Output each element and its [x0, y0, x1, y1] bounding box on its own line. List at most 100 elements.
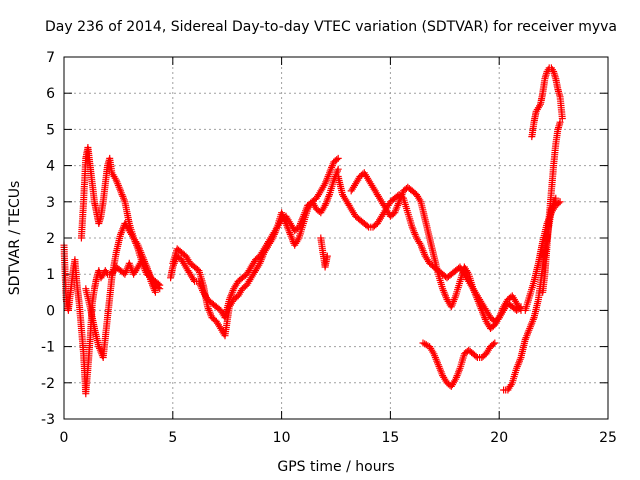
data-marker [316, 189, 324, 197]
data-marker [92, 207, 100, 215]
data-marker [549, 66, 556, 74]
x-tick-label: 20 [490, 430, 508, 446]
data-marker [129, 232, 136, 240]
data-marker [120, 196, 128, 204]
data-marker [364, 174, 372, 182]
data-marker [451, 377, 459, 385]
data-marker [103, 164, 111, 172]
data-marker [554, 128, 562, 135]
data-marker [403, 207, 411, 215]
grid-layer [64, 57, 608, 419]
data-marker [268, 236, 276, 244]
data-marker [512, 366, 520, 374]
data-marker [558, 112, 566, 120]
data-marker [90, 287, 98, 295]
data-marker [479, 352, 487, 360]
data-marker [553, 200, 561, 208]
x-tick-label: 15 [381, 430, 399, 446]
y-tick-label: -2 [41, 376, 55, 392]
data-marker [529, 280, 537, 287]
y-tick-label: 7 [46, 50, 55, 66]
data-marker [516, 305, 524, 313]
y-tick-label: 1 [46, 267, 55, 283]
data-marker [551, 73, 559, 81]
data-marker [281, 218, 289, 226]
data-marker [425, 232, 433, 240]
data-marker [555, 199, 563, 207]
data-marker [310, 197, 317, 205]
data-marker [179, 250, 187, 258]
data-marker [138, 257, 146, 265]
x-tick-label: 0 [60, 430, 69, 446]
y-tick-label: 6 [46, 86, 55, 102]
data-marker [532, 109, 540, 117]
data-marker [370, 222, 378, 230]
data-marker [154, 280, 162, 288]
data-marker [114, 264, 122, 272]
data-marker [216, 323, 224, 331]
data-marker [416, 196, 424, 204]
data-marker [303, 207, 311, 215]
data-marker [86, 301, 94, 309]
data-marker [451, 294, 459, 302]
data-marker [229, 287, 237, 294]
data-marker [108, 167, 116, 175]
data-marker [489, 340, 497, 348]
data-marker [499, 305, 507, 313]
plot-frame [63, 56, 609, 420]
data-marker [472, 352, 480, 360]
data-marker [429, 250, 437, 258]
data-marker [246, 265, 254, 273]
data-marker [236, 276, 243, 284]
data-marker [377, 196, 385, 204]
data-marker [125, 218, 133, 225]
data-marker [372, 189, 380, 197]
data-marker [368, 182, 376, 189]
data-marker [273, 225, 280, 233]
y-tick-label: -3 [41, 412, 55, 428]
data-marker [410, 188, 418, 196]
data-marker [214, 304, 222, 312]
data-marker [334, 167, 341, 175]
data-marker [175, 246, 183, 254]
data-marker [408, 221, 415, 229]
data-marker [466, 347, 474, 355]
y-axis-label: SDTVAR / TECUs [7, 181, 23, 296]
data-marker [240, 284, 248, 291]
data-marker [153, 279, 161, 287]
data-marker [525, 326, 533, 334]
data-marker [231, 294, 239, 302]
data-marker [329, 178, 337, 186]
y-tick-label: 5 [46, 122, 55, 138]
data-marker [357, 217, 365, 225]
data-marker [488, 341, 496, 349]
data-marker [199, 279, 207, 287]
data-marker [96, 214, 104, 222]
data-marker [529, 315, 537, 323]
data-marker [286, 229, 294, 237]
data-marker [488, 323, 496, 331]
data-marker [533, 106, 541, 113]
data-marker [325, 171, 333, 179]
y-tick-label: 4 [46, 159, 55, 175]
data-marker [536, 102, 543, 110]
data-marker [351, 182, 358, 189]
y-tick-label: -1 [41, 340, 55, 356]
chart-title: Day 236 of 2014, Sidereal Day-to-day VTE… [45, 19, 617, 35]
data-marker [381, 203, 389, 211]
data-points [60, 64, 566, 398]
data-marker [299, 222, 307, 230]
data-marker [346, 203, 354, 211]
data-marker [209, 300, 217, 308]
y-tick-label: 2 [46, 231, 55, 247]
data-marker [556, 120, 564, 128]
data-marker [320, 182, 328, 189]
data-marker [255, 261, 263, 269]
data-marker [188, 261, 196, 268]
data-marker [471, 351, 478, 359]
data-marker [473, 294, 481, 302]
data-marker [442, 294, 450, 302]
data-marker [554, 84, 562, 92]
data-marker [521, 337, 529, 345]
data-marker [323, 254, 331, 262]
